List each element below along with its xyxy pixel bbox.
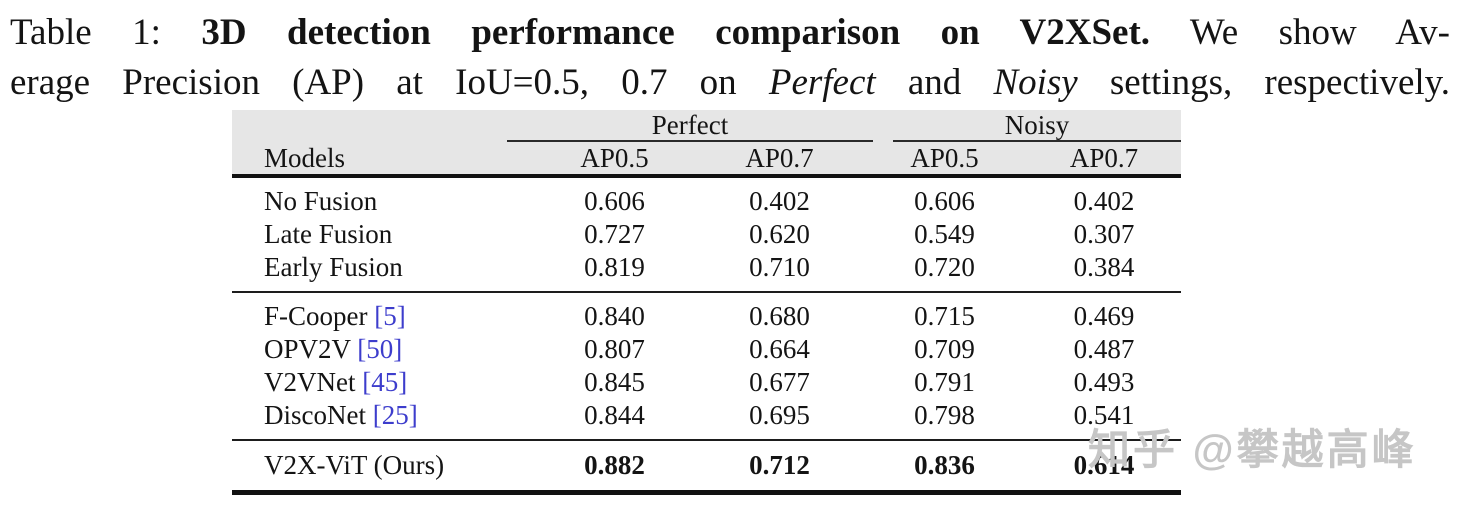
col-group-noisy: Noisy	[893, 110, 1181, 142]
table-row: V2VNet [45] 0.845 0.677 0.791 0.493	[232, 366, 1181, 399]
col-group-perfect: Perfect	[507, 110, 873, 142]
model-name-cell: DiscoNet [25]	[232, 399, 532, 432]
model-name-cell: OPV2V [50]	[232, 333, 532, 366]
table-row: F-Cooper [5] 0.840 0.680 0.715 0.469	[232, 300, 1181, 333]
ap-value-cell: 0.798	[914, 400, 975, 430]
table-section-baselines: No Fusion 0.606 0.402 0.606 0.402 Late F…	[232, 178, 1181, 293]
table-caption: Table 1: 3D detection performance compar…	[10, 8, 1450, 108]
caption-text: and	[875, 62, 994, 103]
ap-value-cell: 0.882	[584, 450, 645, 480]
model-name-cell: Early Fusion	[264, 252, 403, 282]
caption-text: settings, respectively.	[1077, 62, 1450, 103]
ap-value-cell: 0.469	[1073, 301, 1135, 331]
caption-text: erage Precision (AP) at IoU=0.5, 0.7 on	[10, 62, 769, 103]
caption-text: We show Av-	[1150, 12, 1450, 53]
model-name: DiscoNet	[264, 400, 366, 430]
ap-value-cell: 0.710	[749, 252, 810, 282]
ap-value-cell: 0.307	[1073, 219, 1135, 249]
col-header-ap05-noisy: AP0.5	[910, 142, 979, 173]
results-table: Perfect Noisy Models AP0.5 AP0.7 AP0.5 A…	[232, 110, 1181, 495]
caption-perfect-italic: Perfect	[768, 62, 876, 103]
ap-value-cell: 0.677	[749, 367, 810, 397]
header-sub-row: Models AP0.5 AP0.7 AP0.5 AP0.7	[232, 142, 1181, 174]
model-name-cell: V2X-ViT (Ours)	[264, 450, 445, 480]
model-name-cell: F-Cooper [5]	[232, 300, 532, 333]
ap-value-cell: 0.791	[914, 367, 975, 397]
col-header-ap07-perfect: AP0.7	[745, 142, 814, 173]
caption-noisy-italic: Noisy	[993, 62, 1078, 103]
model-name: F-Cooper	[264, 301, 368, 331]
table-header: Perfect Noisy Models AP0.5 AP0.7 AP0.5 A…	[232, 110, 1181, 178]
ap-value-cell: 0.844	[584, 400, 645, 430]
ap-value-cell: 0.549	[914, 219, 975, 249]
ap-value-cell: 0.606	[914, 186, 975, 216]
ap-value-cell: 0.819	[584, 252, 645, 282]
citation-link[interactable]: [50]	[357, 334, 403, 364]
caption-line-1: Table 1: 3D detection performance compar…	[10, 8, 1450, 58]
ap-value-cell: 0.680	[749, 301, 810, 331]
citation-link[interactable]: [25]	[372, 400, 418, 430]
model-name-cell: No Fusion	[264, 186, 378, 216]
ap-value-cell: 0.720	[914, 252, 975, 282]
col-header-models: Models	[264, 142, 345, 173]
caption-bold-title: 3D detection performance comparison on V…	[201, 12, 1151, 53]
ap-value-cell: 0.620	[749, 219, 810, 249]
table-row: DiscoNet [25] 0.844 0.695 0.798 0.541	[232, 399, 1181, 432]
ap-value-cell: 0.845	[584, 367, 645, 397]
caption-table-label: Table 1:	[10, 12, 202, 53]
ap-value-cell: 0.715	[914, 301, 975, 331]
ap-value-cell: 0.606	[584, 186, 645, 216]
col-header-ap07-noisy: AP0.7	[1069, 142, 1139, 173]
ap-value-cell: 0.384	[1073, 252, 1135, 282]
model-name-cell: V2VNet [45]	[232, 366, 532, 399]
ap-value-cell: 0.709	[914, 334, 975, 364]
table-section-ours: V2X-ViT (Ours) 0.882 0.712 0.836 0.614	[232, 441, 1181, 495]
ap-value-cell: 0.712	[749, 450, 810, 480]
model-name-cell: Late Fusion	[264, 219, 393, 249]
table-row: Late Fusion 0.727 0.620 0.549 0.307	[232, 218, 1181, 251]
ap-value-cell: 0.493	[1073, 367, 1135, 397]
ap-value-cell: 0.614	[1073, 450, 1135, 480]
ap-value-cell: 0.836	[914, 450, 975, 480]
ap-value-cell: 0.807	[584, 334, 645, 364]
citation-link[interactable]: [5]	[374, 301, 406, 331]
ap-value-cell: 0.727	[584, 219, 645, 249]
ap-value-cell: 0.402	[749, 186, 810, 216]
model-name: OPV2V	[264, 334, 351, 364]
ap-value-cell: 0.695	[749, 400, 810, 430]
table-row: Early Fusion 0.819 0.710 0.720 0.384	[232, 251, 1181, 284]
model-name: V2VNet	[264, 367, 356, 397]
table-row: No Fusion 0.606 0.402 0.606 0.402	[232, 185, 1181, 218]
ap-value-cell: 0.664	[749, 334, 810, 364]
citation-link[interactable]: [45]	[362, 367, 408, 397]
ap-value-cell: 0.487	[1073, 334, 1135, 364]
caption-line-2: erage Precision (AP) at IoU=0.5, 0.7 on …	[10, 58, 1450, 108]
table-row: OPV2V [50] 0.807 0.664 0.709 0.487	[232, 333, 1181, 366]
table-row-ours: V2X-ViT (Ours) 0.882 0.712 0.836 0.614	[232, 449, 1181, 482]
ap-value-cell: 0.541	[1073, 400, 1135, 430]
col-header-ap05-perfect: AP0.5	[580, 142, 649, 173]
table-section-prior-methods: F-Cooper [5] 0.840 0.680 0.715 0.469 OPV…	[232, 293, 1181, 441]
ap-value-cell: 0.402	[1073, 186, 1135, 216]
header-group-row: Perfect Noisy	[232, 110, 1181, 142]
ap-value-cell: 0.840	[584, 301, 645, 331]
